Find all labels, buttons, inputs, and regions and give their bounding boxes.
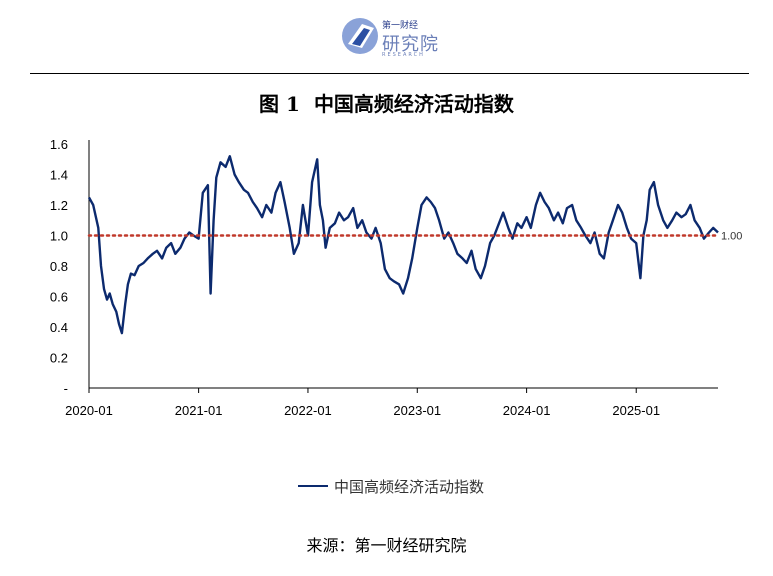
logo-emblem-icon [342,18,378,54]
x-tick-label: 2020-01 [65,403,113,418]
legend: 中国高频经济活动指数 [298,474,484,498]
x-tick-label: 2025-01 [612,403,660,418]
figure-number: 图 1 [259,92,300,116]
x-axis: 2020-01 2021-01 2022-01 2023-01 2024-01 2025-… [65,388,660,418]
source-note: 来源：第一财经研究院 [306,536,467,555]
logo-top-text: 第一财经 [382,21,419,31]
x-tick-label: 2023-01 [393,403,441,418]
y-tick-label: 0.2 [50,351,68,366]
y-tick-label: 0.4 [50,320,68,335]
series-line [87,155,719,335]
y-axis: - 0.2 0.4 0.6 0.8 1.0 1.2 1.4 1.6 [50,137,68,396]
figure-title-text: 中国高频经济活动指数 [313,92,514,116]
y-tick-label: 1.4 [50,168,68,183]
logo-main-text: 研究院 [382,34,439,55]
y-tick-label: - [64,381,68,396]
logo-sub-text: RESEARCH [382,52,425,58]
line-chart: - 0.2 0.4 0.6 0.8 1.0 1.2 1.4 1.6 2020-01 2021-01… [50,137,743,418]
x-tick-label: 2024-01 [503,403,551,418]
legend-label: 中国高频经济活动指数 [334,477,485,496]
reference-label: 1.00 [721,231,742,243]
y-tick-label: 1.6 [50,137,68,152]
x-tick-label: 2022-01 [284,403,332,418]
y-tick-label: 0.8 [50,259,68,274]
y-tick-label: 1.0 [50,229,68,244]
header-rule [30,73,749,74]
legend-swatch [298,484,328,488]
y-tick-label: 1.2 [50,198,68,213]
research-logo: 第一财经 研究院 RESEARCH [340,14,450,62]
x-tick-label: 2021-01 [175,403,223,418]
y-tick-label: 0.6 [50,290,68,305]
figure-title: 图 1 中国高频经济活动指数 [0,88,773,117]
